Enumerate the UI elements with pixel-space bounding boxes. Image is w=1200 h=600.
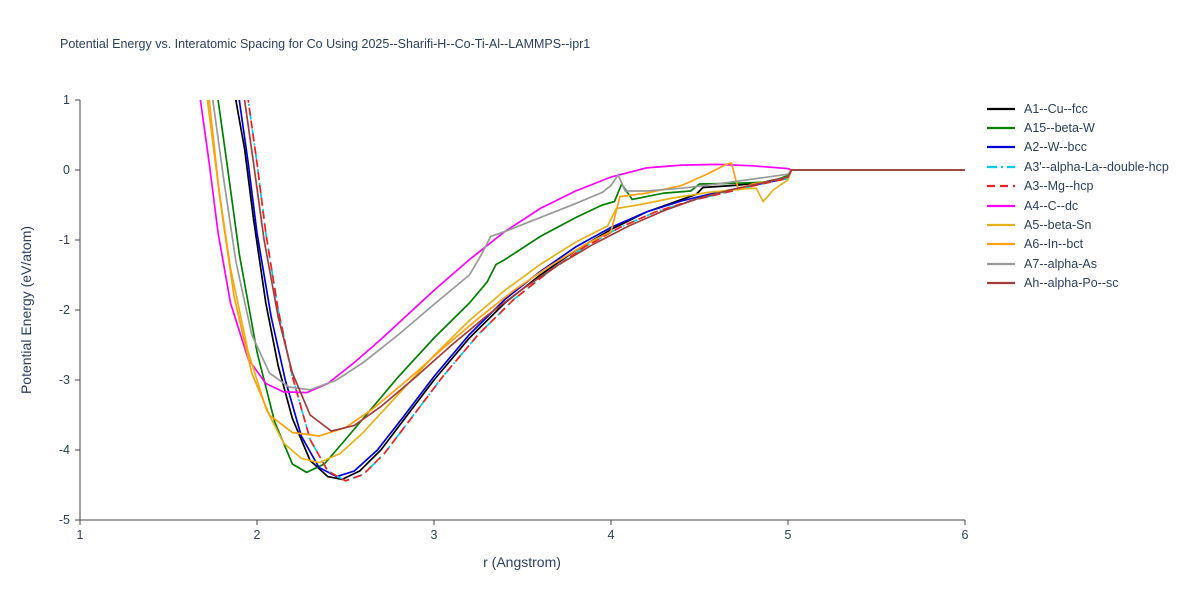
series-line-7 [208,100,965,437]
legend-item-5[interactable]: A4--C--dc [986,196,1169,215]
legend-item-4[interactable]: A3--Mg--hcp [986,177,1169,196]
legend-swatch [987,185,1015,188]
legend-item-3[interactable]: A3'--alpha-La--double-hcp [986,157,1169,176]
y-tick-label: 1 [63,93,70,107]
legend-label: A3'--alpha-La--double-hcp [1024,159,1169,174]
series-line-6 [206,100,965,464]
legend-swatch [987,243,1015,246]
legend-item-8[interactable]: A7--alpha-As [986,254,1169,273]
x-tick-label: 5 [785,528,792,542]
x-tick-label: 3 [431,528,438,542]
legend-label: A7--alpha-As [1024,256,1097,271]
legend: A1--Cu--fcc A15--beta-W A2--W--bcc A3'--alp… [986,99,1169,293]
x-axis-label: r (Angstrom) [483,554,561,570]
series-line-9 [243,100,965,433]
legend-item-7[interactable]: A6--In--bct [986,235,1169,254]
series-line-2 [238,100,965,478]
legend-label: A4--C--dc [1024,198,1079,213]
series-line-5 [199,100,965,394]
series-line-0 [234,100,965,481]
series-line-3 [247,100,965,482]
legend-item-0[interactable]: A1--Cu--fcc [986,99,1169,118]
legend-label: A5--beta-Sn [1024,218,1092,233]
series-line-4 [247,100,965,482]
legend-label: A15--beta-W [1024,121,1095,136]
legend-label: A3--Mg--hcp [1024,179,1094,194]
y-tick-label: -5 [59,513,70,527]
series-line-1 [217,100,965,474]
legend-item-2[interactable]: A2--W--bcc [986,138,1169,157]
y-tick-label: -4 [59,443,70,457]
x-tick-label: 1 [77,528,84,542]
chart-title: Potential Energy vs. Interatomic Spacing… [60,37,591,51]
legend-swatch [987,126,1015,130]
series-line-8 [211,100,965,391]
legend-swatch [987,262,1015,265]
legend-label: A1--Cu--fcc [1024,101,1088,116]
legend-item-6[interactable]: A5--beta-Sn [986,215,1169,234]
legend-item-9[interactable]: Ah--alpha-Po--sc [986,274,1169,293]
legend-swatch [987,282,1015,285]
y-tick-label: -3 [59,373,70,387]
legend-swatch [987,107,1015,110]
y-tick-label: 0 [63,163,70,177]
y-tick-label: -2 [59,303,70,317]
x-tick-label: 4 [608,528,615,542]
legend-label: A6--In--bct [1024,237,1084,252]
legend-swatch [987,223,1015,227]
legend-label: A2--W--bcc [1024,140,1087,155]
legend-item-1[interactable]: A15--beta-W [986,118,1169,137]
legend-swatch [987,146,1015,149]
x-tick-label: 2 [254,528,261,542]
x-tick-label: 6 [962,528,969,542]
legend-swatch [987,165,1015,168]
legend-swatch [987,204,1015,207]
y-tick-label: -1 [59,233,70,247]
legend-label: Ah--alpha-Po--sc [1024,276,1119,291]
